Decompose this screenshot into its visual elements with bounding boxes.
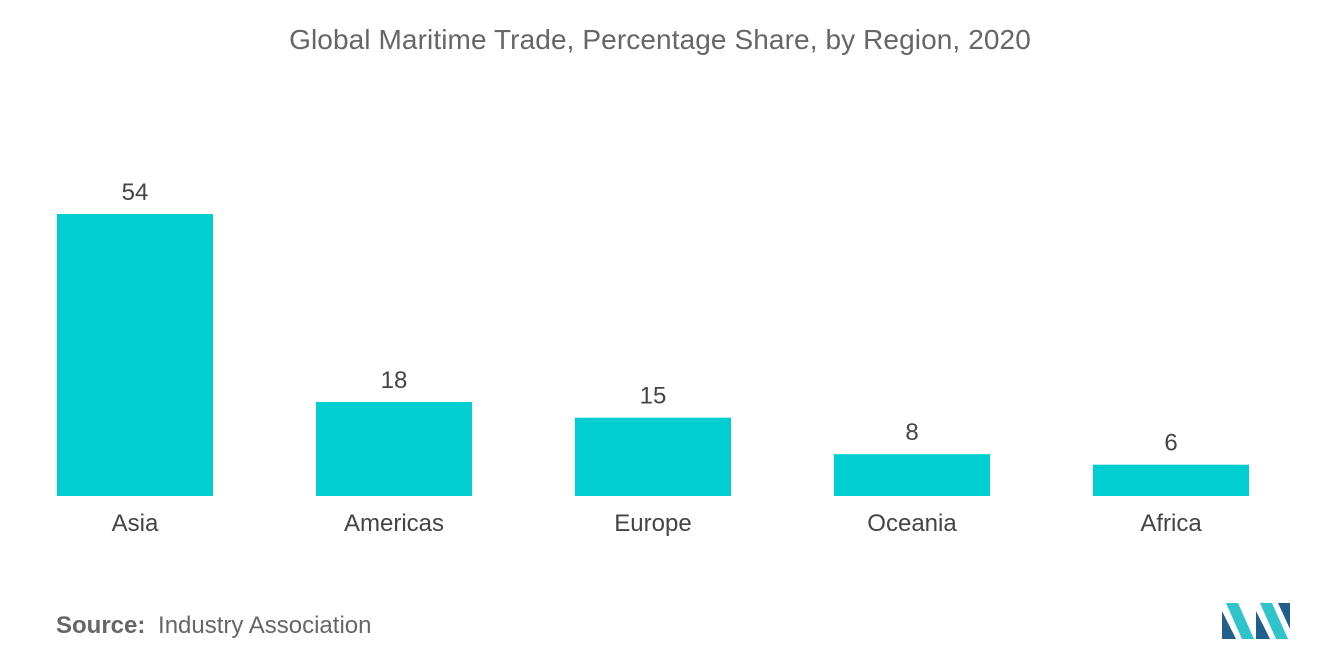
value-label-americas: 18 <box>381 367 408 394</box>
value-label-africa: 6 <box>1164 430 1177 457</box>
source-label: Source: <box>56 612 146 639</box>
brand-logo-icon <box>1222 603 1290 639</box>
category-label-europe: Europe <box>614 510 691 537</box>
chart-title: Global Maritime Trade, Percentage Share,… <box>289 24 1031 55</box>
category-label-americas: Americas <box>344 510 444 537</box>
category-label-asia: Asia <box>112 510 159 537</box>
category-label-oceania: Oceania <box>867 510 957 537</box>
value-label-europe: 15 <box>640 383 667 410</box>
category-label-africa: Africa <box>1140 510 1202 537</box>
bar-americas <box>316 402 472 496</box>
bar-oceania <box>834 454 990 496</box>
source-note: Source: Industry Association <box>56 612 371 640</box>
bar-asia <box>57 214 213 496</box>
value-label-oceania: 8 <box>905 419 918 446</box>
bar-africa <box>1093 464 1249 496</box>
bar-europe <box>575 417 731 496</box>
source-text: Industry Association <box>158 612 372 639</box>
value-label-asia: 54 <box>122 179 149 206</box>
